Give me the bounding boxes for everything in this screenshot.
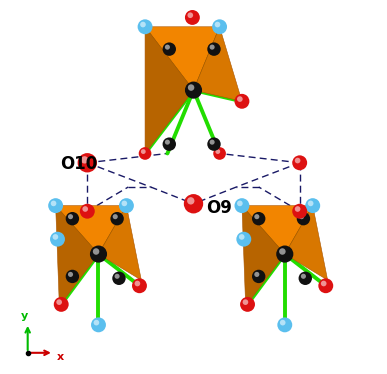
Circle shape xyxy=(207,42,221,56)
Circle shape xyxy=(280,320,286,325)
Circle shape xyxy=(80,204,95,219)
Circle shape xyxy=(78,153,97,172)
Polygon shape xyxy=(242,206,313,254)
Circle shape xyxy=(319,278,333,293)
Polygon shape xyxy=(56,206,127,254)
Circle shape xyxy=(140,22,146,27)
Circle shape xyxy=(239,234,245,240)
Circle shape xyxy=(54,297,68,312)
Circle shape xyxy=(212,19,227,34)
Circle shape xyxy=(215,22,220,27)
Circle shape xyxy=(115,274,120,279)
Circle shape xyxy=(48,198,63,213)
Polygon shape xyxy=(194,27,242,101)
Circle shape xyxy=(216,149,220,154)
Circle shape xyxy=(90,245,107,263)
Circle shape xyxy=(165,140,170,145)
Circle shape xyxy=(165,45,170,50)
Circle shape xyxy=(299,214,304,219)
Circle shape xyxy=(252,270,265,283)
Circle shape xyxy=(295,158,300,163)
Circle shape xyxy=(321,280,327,286)
Circle shape xyxy=(132,278,147,293)
Circle shape xyxy=(237,200,243,206)
Text: x: x xyxy=(57,352,64,362)
Circle shape xyxy=(297,212,310,226)
Circle shape xyxy=(138,19,152,34)
Circle shape xyxy=(135,280,140,286)
Circle shape xyxy=(308,200,313,206)
Circle shape xyxy=(254,272,259,277)
Circle shape xyxy=(82,206,88,212)
Circle shape xyxy=(184,194,203,214)
Circle shape xyxy=(235,198,249,213)
Circle shape xyxy=(110,212,124,226)
Circle shape xyxy=(210,45,215,50)
Circle shape xyxy=(185,10,200,25)
Circle shape xyxy=(94,320,99,325)
Circle shape xyxy=(305,198,320,213)
Polygon shape xyxy=(242,206,285,306)
Circle shape xyxy=(299,272,312,285)
Circle shape xyxy=(207,137,221,151)
Text: O9: O9 xyxy=(207,199,233,217)
Circle shape xyxy=(301,274,306,279)
Polygon shape xyxy=(285,206,328,280)
Circle shape xyxy=(252,212,265,226)
Circle shape xyxy=(93,248,99,255)
Circle shape xyxy=(276,245,293,263)
Circle shape xyxy=(277,318,292,332)
Circle shape xyxy=(295,206,300,212)
Circle shape xyxy=(68,214,73,219)
Circle shape xyxy=(91,318,106,332)
Circle shape xyxy=(163,137,176,151)
Circle shape xyxy=(51,200,57,206)
Circle shape xyxy=(185,82,202,99)
Text: O10: O10 xyxy=(60,154,98,172)
Circle shape xyxy=(122,200,127,206)
Circle shape xyxy=(112,272,126,285)
Text: y: y xyxy=(21,311,28,321)
Circle shape xyxy=(237,96,243,102)
Circle shape xyxy=(113,214,118,219)
Polygon shape xyxy=(145,27,194,153)
Circle shape xyxy=(141,149,146,154)
Circle shape xyxy=(187,12,193,18)
Circle shape xyxy=(139,147,151,160)
Circle shape xyxy=(163,42,176,56)
Circle shape xyxy=(56,299,62,305)
Circle shape xyxy=(292,155,307,170)
Circle shape xyxy=(81,156,88,163)
Circle shape xyxy=(50,232,65,246)
Polygon shape xyxy=(56,206,98,306)
Circle shape xyxy=(279,248,286,255)
Circle shape xyxy=(240,297,255,312)
Circle shape xyxy=(243,299,248,305)
Polygon shape xyxy=(98,206,141,280)
Circle shape xyxy=(235,94,249,109)
Circle shape xyxy=(68,272,73,277)
Circle shape xyxy=(292,204,307,219)
Circle shape xyxy=(66,270,79,283)
Circle shape xyxy=(236,232,251,246)
Polygon shape xyxy=(145,27,219,90)
Circle shape xyxy=(66,212,79,226)
Circle shape xyxy=(187,197,195,205)
Circle shape xyxy=(210,140,215,145)
Circle shape xyxy=(188,84,194,91)
Circle shape xyxy=(213,147,226,160)
Circle shape xyxy=(119,198,134,213)
Circle shape xyxy=(254,214,259,219)
Circle shape xyxy=(53,234,58,240)
